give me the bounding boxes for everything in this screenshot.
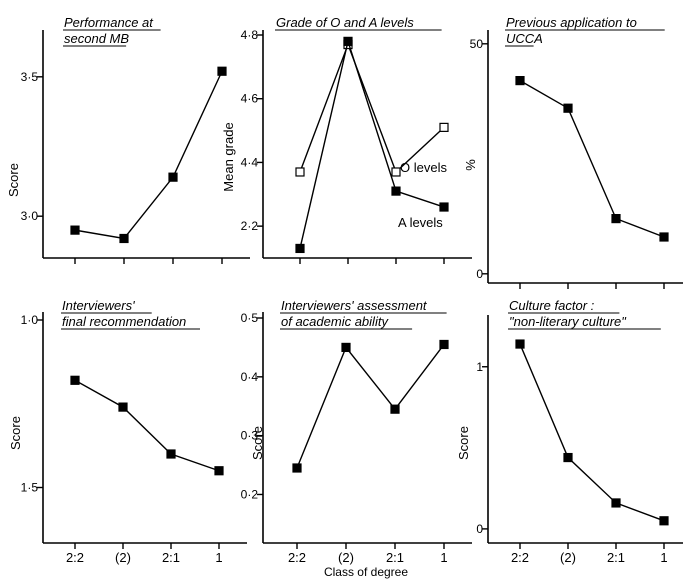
y-axis-label: % <box>463 159 478 171</box>
series-line <box>519 343 665 522</box>
y-axis-label: Score <box>6 163 21 197</box>
chart-title-line: second MB <box>64 31 129 46</box>
chart-title-line: of academic ability <box>281 314 389 329</box>
x-tick-label: 2:1 <box>386 550 404 565</box>
x-axis-label: Class of degree <box>324 565 408 579</box>
series-line-o-levels <box>299 42 445 174</box>
data-point-filled-square <box>611 498 621 508</box>
x-tick-label: 2:1 <box>607 550 625 565</box>
chart-title-line: Previous application to <box>506 15 637 30</box>
series-line <box>296 344 445 469</box>
data-point-filled-square <box>341 342 351 353</box>
y-tick-label: 0·2 <box>241 487 259 501</box>
data-point-filled-square <box>390 404 400 414</box>
x-tick-label: 2:1 <box>162 550 180 565</box>
data-point-filled-square <box>292 463 302 473</box>
data-point-filled-square <box>168 172 178 182</box>
chart-title-line: final recommendation <box>62 314 186 329</box>
data-point-filled-square <box>343 36 353 46</box>
y-tick-label: 0·5 <box>241 311 259 325</box>
y-tick-label: 0 <box>476 522 483 536</box>
chart-title-line: "non-literary culture" <box>509 314 627 329</box>
x-tick-label: (2) <box>115 550 131 565</box>
x-tick-label: (2) <box>560 550 576 565</box>
y-tick-label: 0·4 <box>241 370 259 384</box>
chart-title-line: UCCA <box>506 31 543 46</box>
chart-panel-6: Culture factor :"non-literary culture" 0 1… <box>456 298 683 565</box>
y-tick-label: 50 <box>470 37 484 51</box>
data-point-filled-square <box>70 375 80 385</box>
y-axis-label: Mean grade <box>221 122 236 191</box>
chart-title-line: Grade of O and A levels <box>276 15 414 30</box>
data-point-filled-square <box>439 339 449 350</box>
chart-panel-2: Grade of O and A levels 2·2 4·4 4·6 4·8 Mean … <box>221 15 472 264</box>
data-point-filled-square <box>70 225 80 235</box>
series-line <box>74 70 223 240</box>
data-point-filled-square <box>563 452 573 463</box>
chart-panel-4: Interviewers'final recommendation 1·0 1·5 2… <box>8 298 247 565</box>
data-point-filled-square <box>166 449 176 459</box>
data-point-open-square <box>295 167 305 177</box>
data-point-filled-square <box>659 232 669 242</box>
data-point-filled-square <box>214 466 224 476</box>
x-tick-label: 1 <box>215 550 222 565</box>
y-axis-label: Score <box>250 426 265 460</box>
data-point-filled-square <box>439 202 449 212</box>
data-point-filled-square <box>659 516 669 526</box>
x-tick-label: 2:2 <box>288 550 306 565</box>
data-point-open-square <box>439 122 449 132</box>
data-point-filled-square <box>217 66 227 76</box>
x-tick-label: 2:2 <box>511 550 529 565</box>
x-tick-label: 1 <box>660 550 667 565</box>
series-label-o-levels: O levels <box>400 160 447 175</box>
chart-title-line: Interviewers' <box>62 298 135 313</box>
y-tick-label: 4·4 <box>241 155 259 169</box>
chart-title-line: Performance at <box>64 15 154 30</box>
chart-title-line: Culture factor : <box>509 298 595 313</box>
y-tick-label: 1 <box>476 360 483 374</box>
series-line <box>74 379 220 472</box>
data-point-filled-square <box>295 243 305 254</box>
series-line-a-levels <box>299 38 445 249</box>
series-line <box>519 79 665 238</box>
data-point-filled-square <box>119 233 129 244</box>
y-tick-label: 0 <box>476 267 483 281</box>
y-tick-label: 3·0 <box>21 209 39 223</box>
y-tick-label: 4·8 <box>241 28 259 42</box>
y-tick-label: 1·0 <box>21 313 39 327</box>
data-point-filled-square <box>391 186 401 196</box>
x-tick-label: 1 <box>440 550 447 565</box>
data-point-filled-square <box>563 103 573 113</box>
data-point-filled-square <box>118 402 128 412</box>
y-tick-label: 0·3 <box>241 429 259 443</box>
y-tick-label: 3·5 <box>21 70 39 84</box>
y-tick-label: 4·6 <box>241 92 259 106</box>
data-point-open-square <box>391 167 401 177</box>
y-axis-label: Score <box>8 416 23 450</box>
data-point-filled-square <box>515 75 525 86</box>
y-tick-label: 2·2 <box>241 219 259 233</box>
data-point-filled-square <box>515 339 525 349</box>
chart-title-line: Interviewers' assessment <box>281 298 428 313</box>
x-tick-label: 2:2 <box>66 550 84 565</box>
y-tick-label: 1·5 <box>21 481 39 495</box>
y-axis-label: Score <box>456 426 471 460</box>
x-tick-label: (2) <box>338 550 354 565</box>
series-label-a-levels: A levels <box>398 215 443 230</box>
data-point-filled-square <box>611 214 621 224</box>
